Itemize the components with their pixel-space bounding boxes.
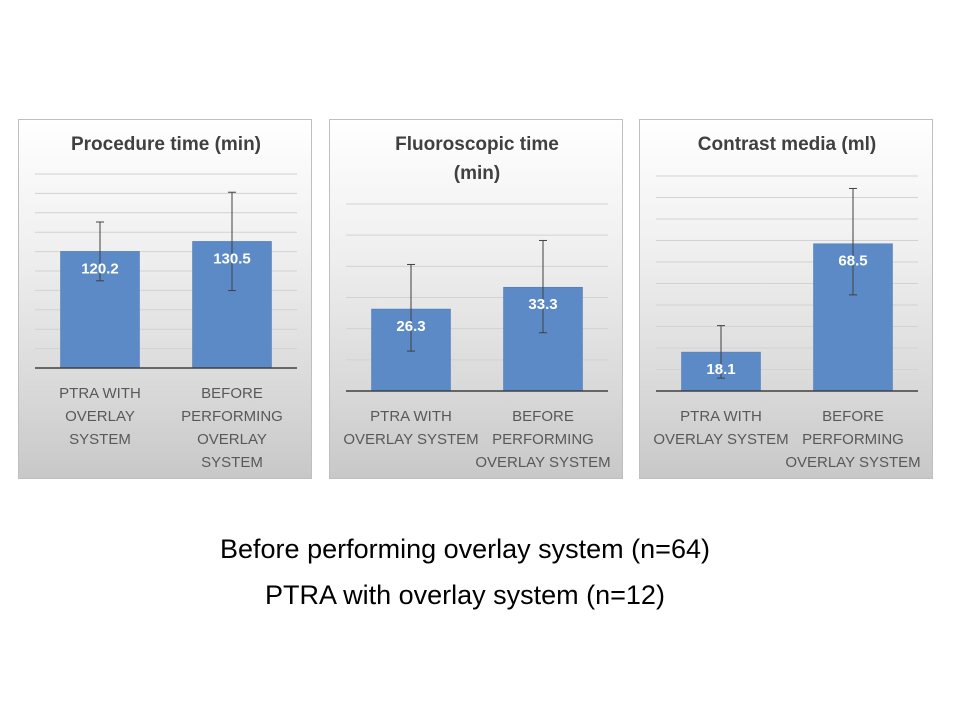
category-tick-label: BEFORE PERFORMING OVERLAY SYSTEM: [785, 408, 920, 471]
chart-title-line: (min): [454, 163, 500, 184]
chart-contrast-media-svg: Contrast media (ml) 18.1 PTRA WITH OVERLAY …: [653, 134, 920, 471]
category-tick-label: PTRA WITH OVERLAY SYSTEM: [59, 385, 141, 448]
data-label: 68.5: [838, 253, 867, 270]
chart-panel-procedure-time: Procedure time (min) 120.2 PTRA WITH OVERLA…: [18, 119, 312, 479]
data-label: 130.5: [213, 250, 251, 267]
data-label: 33.3: [528, 296, 557, 313]
data-label: 120.2: [81, 260, 119, 277]
chart-fluoroscopic-time-svg: Fluoroscopic time (min) 26.3 PTRA WITH OVERL…: [343, 134, 610, 471]
category-tick-label: BEFORE PERFORMING OVERLAY SYSTEM: [181, 385, 283, 471]
category-tick-label: BEFORE PERFORMING OVERLAY SYSTEM: [475, 408, 610, 471]
category-tick-label: PTRA WITH OVERLAY SYSTEM: [653, 408, 788, 448]
category-tick-label: PTRA WITH OVERLAY SYSTEM: [343, 408, 478, 448]
chart-panel-contrast-media: Contrast media (ml) 18.1 PTRA WITH OVERLAY …: [639, 119, 933, 479]
caption-before-overlay: Before performing overlay system (n=64): [220, 534, 710, 564]
chart-title-line: Fluoroscopic time: [395, 134, 559, 155]
chart-procedure-time-svg: Procedure time (min) 120.2 PTRA WITH OVERLA…: [35, 134, 297, 471]
caption-ptra-overlay: PTRA with overlay system (n=12): [265, 580, 665, 610]
chart-title-line: Procedure time (min): [71, 134, 261, 155]
data-label: 26.3: [396, 318, 425, 335]
chart-title-line: Contrast media (ml): [698, 134, 876, 155]
chart-panel-fluoroscopic-time: Fluoroscopic time (min) 26.3 PTRA WITH OVERL…: [329, 119, 623, 479]
data-label: 18.1: [706, 361, 735, 378]
